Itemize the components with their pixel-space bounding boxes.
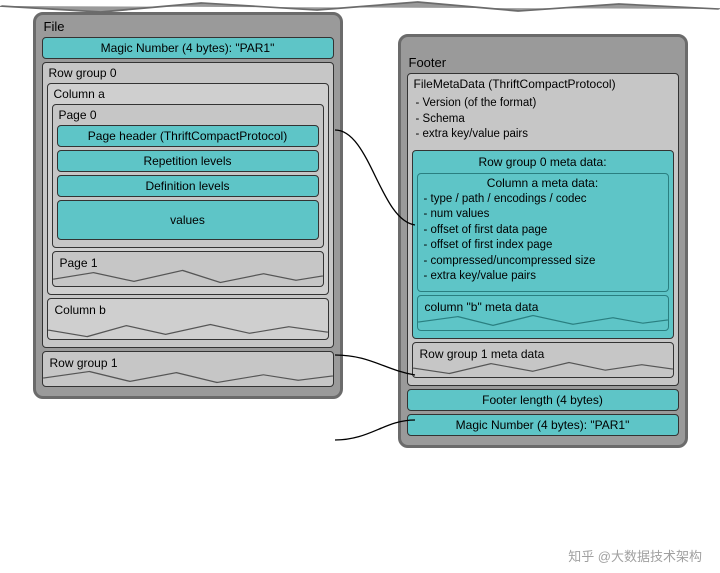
file-meta-data: FileMetaData (ThriftCompactProtocol) - V… [407,73,679,386]
column-b-title: Column b [55,303,323,317]
fmd-title: FileMetaData (ThriftCompactProtocol) [414,77,674,91]
page-1: Page 1 [52,251,324,287]
page-0: Page 0 Page header (ThriftCompactProtoco… [52,104,324,248]
magic-top: Magic Number (4 bytes): "PAR1" [42,37,334,59]
page-0-title: Page 0 [59,108,319,122]
magic-bottom: Magic Number (4 bytes): "PAR1" [407,414,679,436]
definition-levels: Definition levels [57,175,319,197]
rg0-meta: Row group 0 meta data: Column a meta dat… [412,150,674,339]
row-group-0-title: Row group 0 [49,66,329,80]
rg1-meta: Row group 1 meta data [412,342,674,378]
col-b-meta: column "b" meta data [417,295,669,331]
column-b: Column b [47,298,329,340]
footer-length: Footer length (4 bytes) [407,389,679,411]
page-header: Page header (ThriftCompactProtocol) [57,125,319,147]
diagram-container: File Magic Number (4 bytes): "PAR1" Row … [12,12,708,448]
footer-title: Footer [409,55,679,70]
row-group-0: Row group 0 Column a Page 0 Page header … [42,62,334,348]
watermark: 知乎 @大数据技术架构 [568,546,702,565]
col-a-meta-lines: - type / path / encodings / codec - num … [422,192,664,287]
col-a-meta: Column a meta data: - type / path / enco… [417,173,669,292]
file-title: File [44,19,334,34]
rg0-meta-title: Row group 0 meta data: [417,155,669,169]
column-a-title: Column a [54,87,324,101]
footer-panel: Footer FileMetaData (ThriftCompactProtoc… [398,34,688,448]
values: values [57,200,319,240]
file-panel: File Magic Number (4 bytes): "PAR1" Row … [33,12,343,399]
fmd-lines: - Version (of the format) - Schema - ext… [412,94,674,147]
repetition-levels: Repetition levels [57,150,319,172]
col-a-meta-title: Column a meta data: [422,176,664,190]
row-group-1: Row group 1 [42,351,334,387]
column-a: Column a Page 0 Page header (ThriftCompa… [47,83,329,295]
